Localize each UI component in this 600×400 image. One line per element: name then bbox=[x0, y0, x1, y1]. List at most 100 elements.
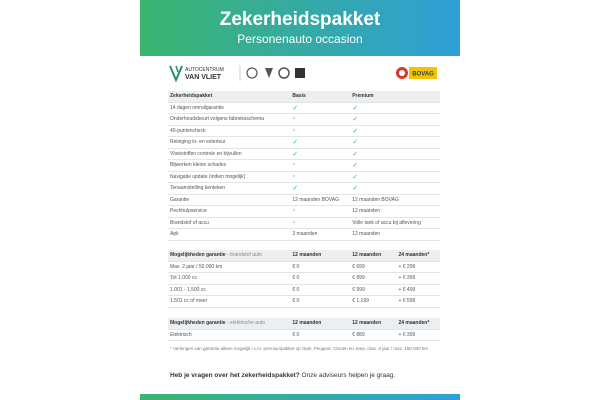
cell: 12 maanden BOVAG bbox=[350, 194, 440, 206]
cell: Brandstof of accu bbox=[168, 217, 291, 229]
dealer-name-bottom: VAN VLIET bbox=[185, 74, 222, 81]
row: Tenaamstelling kenteken ✓ ✓ bbox=[168, 182, 440, 195]
contact-line: Heb je vragen over het zekerheidspakket?… bbox=[170, 372, 395, 379]
cell: + € 599 bbox=[396, 295, 440, 308]
cell: 12 maanden bbox=[350, 205, 440, 218]
cell: × bbox=[290, 159, 351, 172]
row: Navigatie update (indien mogelijk) × ✓ bbox=[168, 171, 440, 183]
cell: Bijwerken kleine schades bbox=[168, 159, 291, 172]
contact-answer: Onze adviseurs helpen je graag. bbox=[301, 372, 396, 379]
cell: € 999 bbox=[350, 284, 397, 296]
cell: Tot 1.000 cc bbox=[168, 272, 291, 285]
logo-row: AUTOCENTRUM VAN VLIET BOVAG bbox=[169, 65, 437, 83]
row: Max. 2 jaar / 50.000 km € 0 € 699 + € 299 bbox=[168, 261, 440, 273]
cell: ✓ bbox=[350, 113, 440, 126]
bovag-logo: BOVAG bbox=[412, 72, 434, 78]
bottom-strip bbox=[140, 394, 460, 400]
header-cell: Premium bbox=[350, 91, 440, 103]
header-cell: Zekerheidspakket bbox=[168, 91, 291, 103]
cell: € 0 bbox=[290, 329, 351, 341]
row: 40-puntencheck × ✓ bbox=[168, 125, 440, 137]
header-row: Mogelijkheden garantie - elektrische aut… bbox=[168, 318, 440, 330]
header-row: Zekerheidspakket Basis Premium bbox=[168, 91, 440, 103]
cell: ✓ bbox=[350, 182, 440, 195]
header-sub: - brandstof auto bbox=[226, 252, 262, 259]
row: Reiniging in- en exterieur ✓ ✓ bbox=[168, 136, 440, 149]
cell: Onderhoudsbeurt volgens fabrieksschema bbox=[168, 113, 291, 126]
row: Vloeistoffen controle en bijvullen ✓ ✓ bbox=[168, 148, 440, 160]
row: 1.501 cc of meer € 0 € 1.199 + € 599 bbox=[168, 295, 440, 308]
row: Apk 3 maanden 12 maanden bbox=[168, 228, 440, 241]
cell: 40-puntencheck bbox=[168, 125, 291, 137]
cell: Vloeistoffen controle en bijvullen bbox=[168, 148, 291, 160]
cell: + € 399 bbox=[396, 329, 440, 341]
fuel-warranty-table: Mogelijkheden garantie - brandstof auto 1… bbox=[168, 250, 440, 308]
cell: € 0 bbox=[290, 295, 351, 308]
header-row: Mogelijkheden garantie - brandstof auto 1… bbox=[168, 250, 440, 262]
header-cell: Basis bbox=[290, 91, 351, 103]
cell: + € 399 bbox=[396, 272, 440, 285]
cell: Volle tank of accu bij aflevering bbox=[350, 217, 440, 229]
header-cell: Mogelijkheden garantie - brandstof auto bbox=[168, 250, 291, 262]
cell: × bbox=[290, 217, 351, 229]
cell: ✓ bbox=[350, 136, 440, 149]
row: Tot 1.000 cc € 0 € 899 + € 399 bbox=[168, 272, 440, 285]
dealer-name-top: AUTOCENTRUM bbox=[185, 67, 224, 73]
cell: ✓ bbox=[290, 148, 351, 160]
row: Brandstof of accu × Volle tank of accu bij… bbox=[168, 217, 440, 229]
cell: ✓ bbox=[350, 159, 440, 172]
cell: € 1.199 bbox=[350, 295, 397, 308]
row: Bijwerken kleine schades × ✓ bbox=[168, 159, 440, 172]
cell: Pechhulpservice bbox=[168, 205, 291, 218]
cell: 14 dagen omruilgarantie bbox=[168, 102, 291, 114]
package-table: Zekerheidspakket Basis Premium 14 dagen omr… bbox=[168, 91, 440, 241]
cell: Max. 2 jaar / 50.000 km bbox=[168, 261, 291, 273]
row: 1.001 - 1.500 cc € 0 € 999 + € 499 bbox=[168, 284, 440, 296]
header-cell: 12 maanden bbox=[350, 250, 397, 262]
cell: ✓ bbox=[350, 102, 440, 114]
cell: × bbox=[290, 113, 351, 126]
cell: € 899 bbox=[350, 272, 397, 285]
cell: Navigatie update (indien mogelijk) bbox=[168, 171, 291, 183]
row: Onderhoudsbeurt volgens fabrieksschema × ✓ bbox=[168, 113, 440, 126]
cell: Elektrisch bbox=[168, 329, 291, 341]
banner: Zekerheidspakket Personenauto occasion bbox=[140, 0, 460, 56]
cell: 12 maanden BOVAG bbox=[290, 194, 351, 206]
cell: € 0 bbox=[290, 272, 351, 285]
row: 14 dagen omruilgarantie ✓ ✓ bbox=[168, 102, 440, 114]
header-sub: - elektrische auto bbox=[226, 320, 266, 327]
header-cell: 12 maanden bbox=[350, 318, 397, 330]
cell: Reiniging in- en exterieur bbox=[168, 136, 291, 149]
cell: € 699 bbox=[350, 261, 397, 273]
cell: × bbox=[290, 125, 351, 137]
cell: 3 maanden bbox=[290, 228, 351, 241]
header-cell: 12 maanden bbox=[290, 250, 351, 262]
cell: ✓ bbox=[350, 148, 440, 160]
cell: ✓ bbox=[350, 171, 440, 183]
cell: ✓ bbox=[290, 102, 351, 114]
row: Elektrisch € 0 € 889 + € 399 bbox=[168, 329, 440, 341]
cell: ✓ bbox=[350, 125, 440, 137]
cell: ✓ bbox=[290, 182, 351, 195]
cell: + € 499 bbox=[396, 284, 440, 296]
cell: € 0 bbox=[290, 261, 351, 273]
header-cell: 24 maanden* bbox=[396, 318, 440, 330]
cell: Tenaamstelling kenteken bbox=[168, 182, 291, 195]
header-cell: Mogelijkheden garantie - elektrische aut… bbox=[168, 318, 291, 330]
cell: 1.501 cc of meer bbox=[168, 295, 291, 308]
cell: € 889 bbox=[350, 329, 397, 341]
cell: Garantie bbox=[168, 194, 291, 206]
cell: Apk bbox=[168, 228, 291, 241]
subtitle: Personenauto occasion bbox=[237, 32, 363, 46]
cell: ✓ bbox=[290, 136, 351, 149]
footnote: * Verlengen van garantie alleen mogelijk… bbox=[170, 346, 428, 351]
cell: 1.001 - 1.500 cc bbox=[168, 284, 291, 296]
cell: × bbox=[290, 205, 351, 218]
title: Zekerheidspakket bbox=[219, 9, 381, 30]
cell: € 0 bbox=[290, 284, 351, 296]
cell: × bbox=[290, 171, 351, 183]
header-cell: 12 maanden bbox=[290, 318, 351, 330]
header-cell: 24 maanden* bbox=[396, 250, 440, 262]
row: Pechhulpservice × 12 maanden bbox=[168, 205, 440, 218]
